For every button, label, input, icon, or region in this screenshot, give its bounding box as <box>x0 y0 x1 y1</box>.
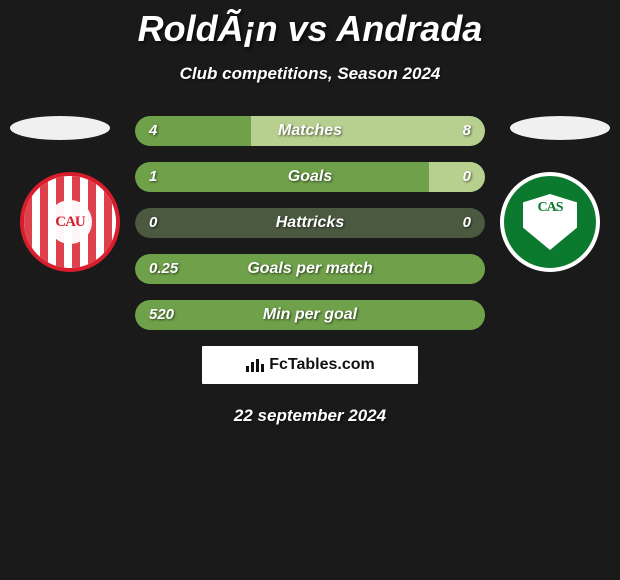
stat-value-right: 0 <box>463 162 471 192</box>
stat-row: Goals per match0.25 <box>135 254 485 284</box>
watermark[interactable]: FcTables.com <box>202 346 418 384</box>
stat-value-left: 0 <box>149 208 157 238</box>
player-photo-right <box>510 116 610 140</box>
player-photo-left <box>10 116 110 140</box>
stat-value-left: 0.25 <box>149 254 178 284</box>
comparison-subtitle: Club competitions, Season 2024 <box>0 64 620 84</box>
stat-value-right: 0 <box>463 208 471 238</box>
watermark-text: FcTables.com <box>269 356 375 374</box>
stat-row: Min per goal520 <box>135 300 485 330</box>
snapshot-date: 22 september 2024 <box>0 406 620 426</box>
stat-label: Hattricks <box>135 208 485 238</box>
stat-value-left: 520 <box>149 300 174 330</box>
stat-row: Matches4 8 <box>135 116 485 146</box>
content-area: CAU CAS Matches48Goals10Hattricks00Goals… <box>0 116 620 426</box>
stat-label: Matches <box>135 116 485 146</box>
stat-row: Goals1 0 <box>135 162 485 192</box>
comparison-title: RoldÃ¡n vs Andrada <box>0 0 620 50</box>
stat-label: Goals per match <box>135 254 485 284</box>
club-abbr-left: CAU <box>48 200 92 244</box>
stat-value-left: 4 <box>149 116 157 146</box>
bar-chart-icon <box>245 357 265 373</box>
stat-label: Goals <box>135 162 485 192</box>
stat-label: Min per goal <box>135 300 485 330</box>
stat-value-left: 1 <box>149 162 157 192</box>
club-badge-right: CAS <box>500 172 600 272</box>
stats-bars: Matches48Goals10Hattricks00Goals per mat… <box>135 116 485 330</box>
club-badge-left: CAU <box>20 172 120 272</box>
stat-value-right: 8 <box>463 116 471 146</box>
stat-row: Hattricks0 0 <box>135 208 485 238</box>
